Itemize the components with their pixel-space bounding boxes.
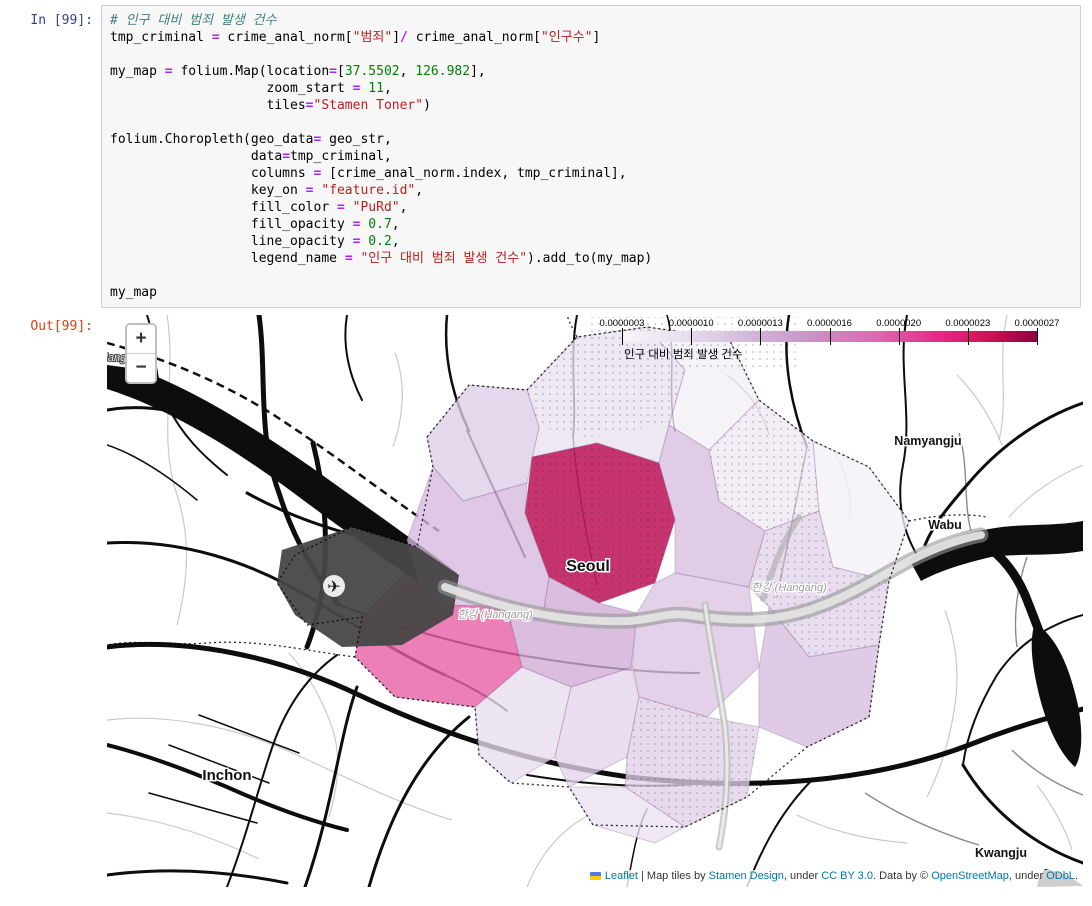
river-through-city-layer bbox=[437, 514, 989, 851]
attribution-link[interactable]: CC BY 3.0 bbox=[821, 870, 873, 882]
legend-caption: 인구 대비 범죄 발생 건수 bbox=[624, 349, 743, 361]
airplane-icon: ✈ bbox=[327, 579, 340, 596]
legend-tick-line bbox=[760, 328, 762, 345]
legend-tick-label: 0.0000020 bbox=[876, 318, 922, 329]
legend-tick-line bbox=[622, 328, 623, 345]
legend-tick-label: 0.0000016 bbox=[807, 318, 852, 329]
choropleth-legend: 0.0000003 0.0000010 0.0000013 0.0000016 0.00… bbox=[600, 318, 1060, 362]
legend-tick-label: 0.0000003 bbox=[599, 318, 645, 329]
output-cell: Out[99]: bbox=[0, 315, 1092, 887]
input-cell: In [99]: # 인구 대비 범죄 발생 건수 tmp_criminal = … bbox=[0, 0, 1092, 308]
attribution-link[interactable]: Stamen Design bbox=[708, 870, 784, 882]
attribution-segment: Map tiles by bbox=[646, 870, 709, 882]
legend-tick-label: 0.0000023 bbox=[945, 318, 991, 329]
railway-layer bbox=[107, 341, 440, 533]
attribution-segment: | bbox=[637, 870, 647, 882]
legend-tick-line bbox=[691, 328, 693, 345]
zoom-in-button[interactable]: + bbox=[127, 325, 155, 354]
attribution-text: Leaflet | Map tiles by Stamen Design, un… bbox=[605, 870, 1078, 882]
airport-area bbox=[277, 527, 459, 647]
input-prompt: In [99]: bbox=[30, 13, 93, 28]
attribution-link[interactable]: OpenStreetMap bbox=[931, 870, 1009, 882]
map-label-seoul: Seoul bbox=[566, 558, 610, 575]
map-label-hangang-east: 한강 (Hangang) bbox=[751, 581, 827, 594]
legend-tick-line bbox=[829, 328, 831, 345]
map-label-kwangju: Kwangju bbox=[975, 846, 1027, 860]
output-prompt: Out[99]: bbox=[30, 319, 93, 334]
map-label-inchon: Inchon bbox=[202, 767, 251, 784]
ukraine-flag-icon bbox=[589, 872, 601, 880]
river-connector bbox=[976, 537, 1044, 633]
attribution-segment: , under bbox=[783, 870, 822, 882]
attribution-link[interactable]: Leaflet bbox=[604, 870, 638, 882]
legend-tick-line bbox=[1037, 328, 1038, 345]
airport-icon-bg bbox=[323, 575, 345, 597]
legend-tick-label: 0.0000027 bbox=[1014, 318, 1060, 329]
map-tiles: ✈ Seoul bbox=[107, 315, 1083, 887]
attribution-link[interactable]: ODbL bbox=[1046, 870, 1075, 882]
attribution-segment: . Data by © bbox=[872, 870, 932, 882]
map-label-namyangju: Namyangju bbox=[894, 434, 961, 448]
code-editor[interactable]: # 인구 대비 범죄 발생 건수 tmp_criminal = crime_ana… bbox=[110, 13, 653, 300]
map-label-hangang-center: 한강 (Hangang) bbox=[457, 608, 533, 621]
attribution-segment: , under bbox=[1008, 870, 1047, 882]
map-attribution: Leaflet | Map tiles by Stamen Design, un… bbox=[584, 870, 1083, 887]
legend-ticks: 0.0000003 0.0000010 0.0000013 0.0000016 0.00… bbox=[600, 318, 1060, 329]
legend-tick-label: 0.0000013 bbox=[737, 318, 783, 329]
legend-gradient-bar bbox=[622, 328, 1038, 345]
zoom-control: + − bbox=[125, 323, 157, 384]
legend-tick-label: 0.0000010 bbox=[668, 318, 714, 329]
legend-tick-line bbox=[898, 328, 900, 345]
attribution-segment: . bbox=[1074, 870, 1078, 882]
map-label-wabu: Wabu bbox=[928, 518, 962, 532]
code-cell: # 인구 대비 범죄 발생 건수 tmp_criminal = crime_ana… bbox=[101, 5, 1081, 308]
folium-map[interactable]: ✈ Seoul bbox=[107, 315, 1083, 887]
legend-tick-line bbox=[967, 328, 969, 345]
zoom-out-button[interactable]: − bbox=[127, 354, 155, 382]
